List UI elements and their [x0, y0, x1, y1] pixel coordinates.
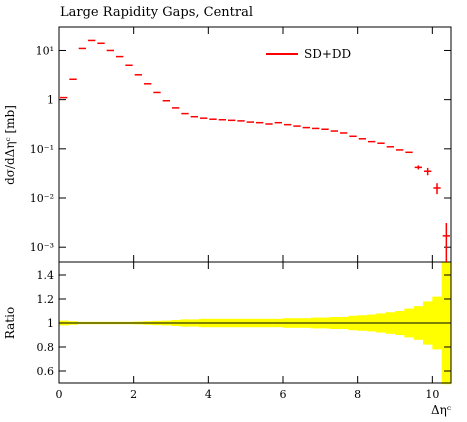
x-tick-label: 2 [130, 388, 137, 401]
ratio-y-tick-label: 1 [47, 317, 54, 330]
ratio-y-tick-label: 0.6 [37, 365, 55, 378]
x-tick-label: 0 [56, 388, 63, 401]
ratio-axis-label: Ratio [3, 307, 17, 339]
x-axis-label: Δηᶜ [431, 403, 451, 417]
x-tick-label: 6 [280, 388, 287, 401]
ratio-y-tick-label: 1.4 [37, 269, 55, 282]
chart-title: Large Rapidity Gaps, Central [60, 5, 253, 20]
y-tick-label: 1 [47, 94, 54, 107]
legend-label: SD+DD [304, 47, 351, 61]
x-tick-label: 8 [354, 388, 361, 401]
y-tick-label: 10⁻² [30, 192, 54, 205]
y-tick-label: 10⁻³ [30, 241, 54, 254]
main-frame [58, 26, 452, 263]
y-axis-label: dσ/dΔηᶜ [mb] [3, 105, 17, 185]
y-tick-label: 10⁻¹ [30, 143, 54, 156]
ratio-y-tick-label: 0.8 [37, 341, 55, 354]
x-tick-label: 10 [425, 388, 439, 401]
ratio-y-tick-label: 1.2 [37, 293, 55, 306]
x-tick-label: 4 [205, 388, 212, 401]
y-tick-label: 10¹ [36, 44, 54, 57]
